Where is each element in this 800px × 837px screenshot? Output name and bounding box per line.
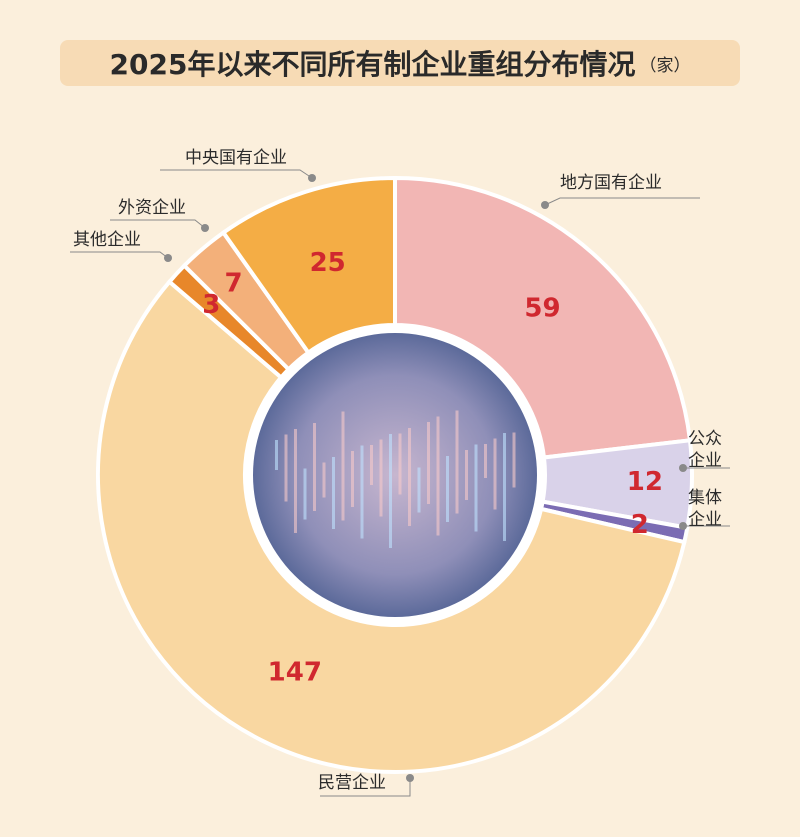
decor-bar [474, 444, 478, 532]
category-label: 外资企业 [118, 198, 186, 218]
decor-bar [436, 416, 440, 536]
leader-line [544, 197, 700, 206]
leader-dot [679, 522, 687, 530]
category-label: 中央国有企业 [185, 148, 287, 168]
chart-title: 2025年以来不同所有制企业重组分布情况 [109, 48, 636, 81]
decor-bar [322, 462, 326, 498]
decor-bar [484, 444, 487, 478]
value-label: 25 [310, 248, 346, 278]
center-image [253, 333, 537, 617]
leader-dot [201, 224, 209, 232]
decor-bar [313, 423, 316, 511]
category-label: 公众企业 [688, 429, 722, 471]
decor-bar [284, 434, 288, 502]
decor-bar [379, 439, 383, 517]
decor-bar [275, 440, 278, 470]
leader-line [320, 778, 411, 797]
category-label: 地方国有企业 [560, 173, 662, 193]
value-label: 12 [627, 467, 663, 497]
decor-bar [398, 433, 402, 495]
decor-bar [294, 429, 297, 533]
leader-dot [164, 254, 172, 262]
decor-bar [446, 456, 449, 522]
decor-bar [465, 450, 468, 500]
unit: （家） [639, 55, 691, 76]
leader-line [70, 251, 169, 259]
decor-bar [493, 438, 497, 510]
leader-line [110, 219, 206, 229]
decor-bar [360, 445, 364, 539]
leader-dot [541, 201, 549, 209]
leader-dot [406, 774, 414, 782]
category-label: 集体企业 [688, 488, 722, 530]
decor-bar [455, 410, 459, 514]
leader-line [160, 169, 313, 179]
decor-bar [332, 457, 335, 529]
category-label: 其他企业 [73, 230, 141, 250]
value-label: 2 [631, 510, 649, 540]
decor-bar [503, 433, 506, 541]
decor-bar [389, 434, 392, 548]
decor-bar [427, 422, 430, 504]
decor-bar [370, 445, 373, 485]
value-label: 59 [524, 294, 560, 324]
decor-bar [341, 411, 345, 521]
decor-bar [417, 467, 421, 513]
value-label: 3 [202, 290, 220, 320]
leader-dot [679, 464, 687, 472]
leader-dot [308, 174, 316, 182]
category-label: 民营企业 [318, 773, 386, 793]
value-label: 7 [224, 269, 242, 299]
decor-bar [303, 468, 307, 520]
value-label: 147 [268, 658, 322, 688]
decor-bar [351, 451, 354, 507]
decor-bar [512, 432, 516, 488]
decor-bar [408, 428, 411, 526]
title-box: 2025年以来不同所有制企业重组分布情况 （家） [60, 40, 740, 86]
